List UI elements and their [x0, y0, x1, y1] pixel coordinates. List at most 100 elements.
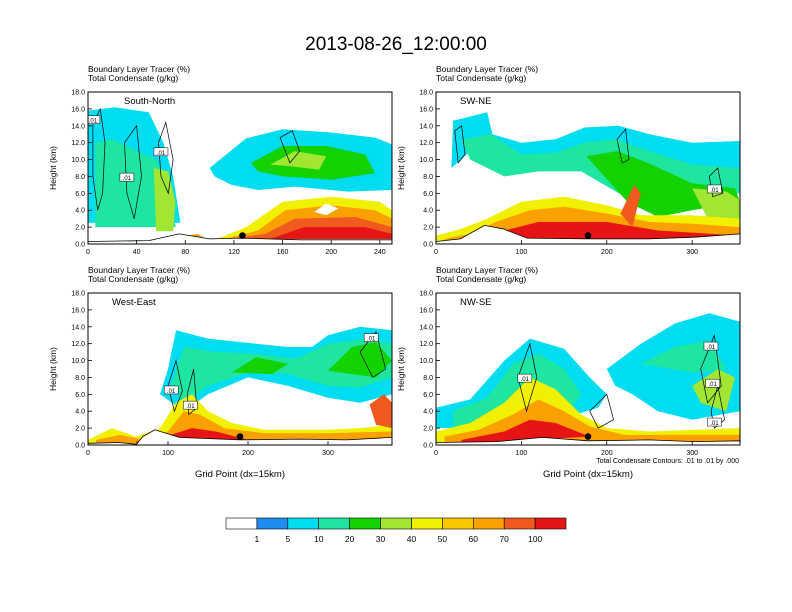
y-tick-label: 14.0 [419, 123, 433, 130]
terrain [436, 436, 740, 445]
y-tick-label: 12.0 [71, 140, 85, 147]
contour-label-box [707, 184, 722, 194]
tracer-shading-2 [232, 357, 288, 375]
panel-title-line1: Boundary Layer Tracer (%) [88, 265, 190, 275]
tracer-shading-1 [171, 338, 392, 403]
colorbar-bin-7 [442, 517, 474, 530]
plot-area: .01 .01 .01 [88, 293, 392, 445]
contour-label-box [88, 115, 101, 124]
contour-footnote: Total Condensate Contours: .01 to .01 by… [596, 458, 739, 465]
contour-label: .01 [709, 382, 718, 388]
plot-area: .01 .01 .01 [88, 92, 392, 244]
y-tick-label: 10.0 [71, 358, 85, 365]
colorbar-label: 70 [499, 534, 509, 544]
contour-label: .01 [157, 151, 166, 157]
y-tick-label: 0.0 [75, 443, 85, 450]
y-tick-label: 8.0 [423, 375, 433, 382]
y-axis-label: Height (km) [396, 146, 406, 190]
x-tick-label: 300 [322, 450, 334, 457]
y-tick-label: 4.0 [75, 409, 85, 416]
location-marker [584, 232, 592, 239]
contour-label: .01 [707, 345, 716, 351]
panel-name: SW-NE [460, 96, 492, 107]
y-tick-label: 6.0 [75, 191, 85, 198]
condensate-contour-0 [454, 125, 466, 164]
colorbar-bin-9 [503, 517, 536, 530]
condensate-contour-3 [279, 130, 300, 164]
contour-label: .01 [367, 337, 376, 343]
contour-label: .01 [123, 176, 132, 182]
contour-label-box [119, 172, 135, 182]
x-tick-label: 200 [601, 249, 613, 256]
y-tick-label: 0.0 [423, 242, 433, 249]
colorbar-bin-8 [472, 517, 505, 530]
y-tick-label: 18.0 [419, 291, 433, 298]
y-tick-label: 10.0 [419, 358, 433, 365]
x-tick-label: 240 [374, 249, 386, 256]
panel-title-line2: Total Condensate (g/kg) [436, 73, 526, 83]
panel-title-line2: Total Condensate (g/kg) [436, 274, 526, 284]
colorbar: 1 5 10 20 30 40 50 60 70 100 [225, 517, 567, 544]
tracer-shading-6 [461, 419, 590, 444]
x-tick-label: 200 [601, 450, 613, 457]
condensate-contour-2 [158, 121, 174, 195]
x-tick-label: 0 [86, 249, 90, 256]
panel-name: NW-SE [460, 297, 492, 308]
x-tick-label: 160 [277, 249, 289, 256]
y-tick-label: 14.0 [419, 324, 433, 331]
colorbar-label: 30 [376, 534, 386, 544]
condensate-contour-3 [589, 393, 615, 429]
y-tick-label: 2.0 [75, 225, 85, 232]
y-tick-label: 6.0 [423, 191, 433, 198]
panel-title-line1: Boundary Layer Tracer (%) [88, 64, 190, 74]
panel-title-line1: Boundary Layer Tracer (%) [436, 64, 538, 74]
y-tick-label: 14.0 [71, 123, 85, 130]
tracer-shading-5 [270, 151, 327, 170]
y-tick-label: 4.0 [423, 208, 433, 215]
contour-label-box [163, 385, 179, 395]
y-tick-label: 18.0 [419, 90, 433, 97]
colorbar-bin-4 [349, 517, 381, 530]
y-tick-label: 18.0 [71, 291, 85, 298]
colorbar-bin-3 [318, 517, 350, 530]
colorbar-label: 40 [407, 534, 417, 544]
tracer-shading-6 [478, 222, 740, 241]
contour-label: .01 [710, 188, 719, 194]
colorbar-label: 20 [345, 534, 355, 544]
contour-label: .01 [186, 404, 195, 410]
contour-label-box [703, 341, 719, 351]
y-axis-label: Height (km) [396, 347, 406, 391]
x-tick-label: 0 [86, 450, 90, 457]
x-tick-label: 300 [686, 450, 698, 457]
y-tick-label: 12.0 [419, 341, 433, 348]
terrain [88, 429, 392, 445]
plot-frame [435, 91, 741, 245]
y-tick-label: 16.0 [71, 106, 85, 113]
y-tick-label: 6.0 [423, 392, 433, 399]
condensate-contour-1 [124, 124, 142, 219]
y-tick-label: 8.0 [75, 375, 85, 382]
tracer-shading-3 [692, 188, 740, 228]
contour-label: .01 [167, 389, 176, 395]
y-tick-label: 16.0 [71, 307, 85, 314]
y-tick-label: 12.0 [419, 140, 433, 147]
plot-frame [87, 91, 393, 245]
y-tick-label: 2.0 [75, 426, 85, 433]
location-marker [236, 433, 244, 440]
tracer-shading-3 [328, 342, 392, 378]
y-tick-label: 2.0 [423, 225, 433, 232]
tracer-shading-9 [270, 227, 392, 239]
y-tick-label: 8.0 [75, 174, 85, 181]
panels: Boundary Layer Tracer (%)Total Condensat… [48, 64, 741, 480]
condensate-contour-1 [616, 128, 630, 164]
panel-title-line1: Boundary Layer Tracer (%) [436, 265, 538, 275]
y-tick-label: 14.0 [71, 324, 85, 331]
contour-label: .01 [710, 421, 719, 427]
colorbar-label: 100 [528, 534, 542, 544]
y-tick-label: 16.0 [419, 307, 433, 314]
condensate-contour-0 [167, 359, 183, 413]
contour-label-box [705, 378, 720, 388]
y-tick-label: 16.0 [419, 106, 433, 113]
location-marker [239, 232, 246, 239]
x-tick-label: 120 [228, 249, 240, 256]
